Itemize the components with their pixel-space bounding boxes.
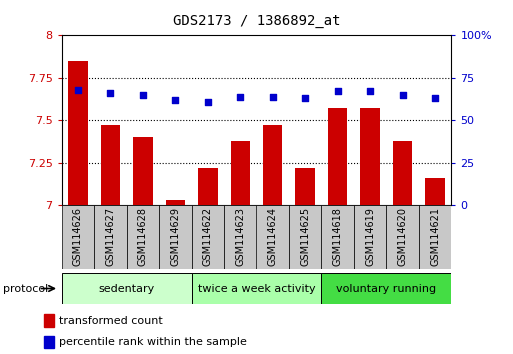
- Bar: [263, 125, 283, 205]
- Text: GSM114623: GSM114623: [235, 207, 245, 266]
- Bar: [166, 200, 185, 205]
- Text: GDS2173 / 1386892_at: GDS2173 / 1386892_at: [173, 14, 340, 28]
- Bar: [322, 205, 354, 269]
- Bar: [198, 168, 218, 205]
- Bar: [425, 178, 445, 205]
- Point: [431, 96, 439, 101]
- Bar: [322, 273, 451, 304]
- Point: [399, 92, 407, 98]
- Text: voluntary running: voluntary running: [337, 284, 437, 293]
- Text: GSM114621: GSM114621: [430, 207, 440, 266]
- Text: protocol: protocol: [3, 284, 48, 293]
- Text: GSM114624: GSM114624: [268, 207, 278, 266]
- Bar: [94, 205, 127, 269]
- Text: GSM114620: GSM114620: [398, 207, 408, 266]
- Bar: [328, 108, 347, 205]
- Text: sedentary: sedentary: [98, 284, 154, 293]
- Bar: [101, 125, 120, 205]
- Text: transformed count: transformed count: [59, 316, 163, 326]
- Text: GSM114625: GSM114625: [300, 207, 310, 266]
- Bar: [354, 205, 386, 269]
- Point: [301, 96, 309, 101]
- Text: GSM114619: GSM114619: [365, 207, 375, 266]
- Point: [269, 94, 277, 99]
- Bar: [224, 205, 256, 269]
- Bar: [289, 205, 322, 269]
- Bar: [159, 205, 191, 269]
- Point: [106, 90, 114, 96]
- Text: GSM114622: GSM114622: [203, 207, 213, 266]
- Bar: [127, 205, 159, 269]
- Text: twice a week activity: twice a week activity: [198, 284, 315, 293]
- Bar: [191, 205, 224, 269]
- Bar: [44, 314, 54, 327]
- Bar: [191, 273, 322, 304]
- Text: GSM114627: GSM114627: [105, 207, 115, 266]
- Text: GSM114629: GSM114629: [170, 207, 180, 266]
- Point: [139, 92, 147, 98]
- Text: GSM114628: GSM114628: [138, 207, 148, 266]
- Bar: [361, 108, 380, 205]
- Bar: [133, 137, 152, 205]
- Point: [171, 97, 180, 103]
- Text: GSM114618: GSM114618: [333, 207, 343, 266]
- Point: [333, 88, 342, 94]
- Bar: [295, 168, 315, 205]
- Bar: [62, 273, 191, 304]
- Bar: [44, 336, 54, 348]
- Bar: [393, 141, 412, 205]
- Bar: [419, 205, 451, 269]
- Text: percentile rank within the sample: percentile rank within the sample: [59, 337, 247, 347]
- Text: GSM114626: GSM114626: [73, 207, 83, 266]
- Point: [236, 94, 244, 99]
- Bar: [230, 141, 250, 205]
- Point: [74, 87, 82, 93]
- Point: [366, 88, 374, 94]
- Bar: [68, 61, 88, 205]
- Point: [204, 99, 212, 104]
- Bar: [62, 205, 94, 269]
- Bar: [386, 205, 419, 269]
- Bar: [256, 205, 289, 269]
